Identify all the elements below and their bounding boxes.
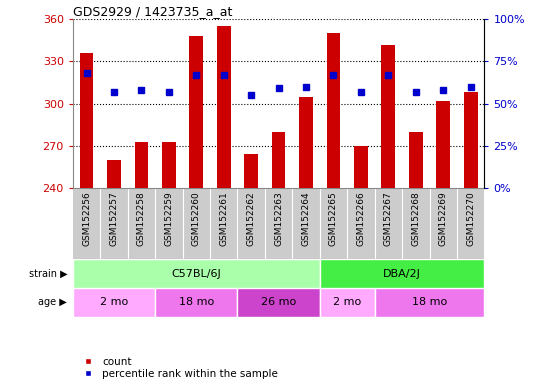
Bar: [354, 146, 368, 188]
Bar: [237, 288, 320, 317]
Text: GSM152269: GSM152269: [438, 192, 448, 247]
Bar: [73, 259, 320, 288]
Bar: [244, 154, 258, 188]
Bar: [464, 93, 478, 188]
Bar: [80, 53, 94, 188]
Text: 26 mo: 26 mo: [261, 297, 296, 308]
Text: GSM152261: GSM152261: [219, 192, 228, 247]
Text: GSM152258: GSM152258: [137, 192, 146, 247]
Text: GSM152263: GSM152263: [274, 192, 283, 247]
Bar: [320, 259, 484, 288]
Text: GSM152266: GSM152266: [356, 192, 366, 247]
Text: GSM152267: GSM152267: [384, 192, 393, 247]
Text: GSM152268: GSM152268: [411, 192, 421, 247]
Text: 2 mo: 2 mo: [100, 297, 128, 308]
Bar: [189, 36, 203, 188]
Text: GSM152259: GSM152259: [164, 192, 174, 247]
Bar: [381, 45, 395, 188]
Bar: [107, 160, 121, 188]
Bar: [375, 288, 484, 317]
Bar: [272, 132, 286, 188]
Text: C57BL/6J: C57BL/6J: [171, 268, 221, 279]
Text: age ▶: age ▶: [39, 297, 67, 308]
Text: GDS2929 / 1423735_a_at: GDS2929 / 1423735_a_at: [73, 5, 232, 18]
Text: GSM152256: GSM152256: [82, 192, 91, 247]
Text: strain ▶: strain ▶: [29, 268, 67, 279]
Text: DBA/2J: DBA/2J: [383, 268, 421, 279]
Text: 18 mo: 18 mo: [412, 297, 447, 308]
Bar: [320, 288, 375, 317]
Text: GSM152260: GSM152260: [192, 192, 201, 247]
Bar: [217, 26, 231, 188]
Text: GSM152264: GSM152264: [301, 192, 311, 247]
Bar: [299, 97, 313, 188]
Bar: [436, 101, 450, 188]
Text: GSM152257: GSM152257: [109, 192, 119, 247]
Text: GSM152270: GSM152270: [466, 192, 475, 247]
Bar: [73, 288, 155, 317]
Text: 2 mo: 2 mo: [333, 297, 361, 308]
Legend: count, percentile rank within the sample: count, percentile rank within the sample: [78, 357, 278, 379]
Bar: [155, 288, 237, 317]
Bar: [162, 142, 176, 188]
Bar: [326, 33, 340, 188]
Text: 18 mo: 18 mo: [179, 297, 214, 308]
Bar: [134, 142, 148, 188]
Text: GSM152262: GSM152262: [246, 192, 256, 247]
Bar: [409, 132, 423, 188]
Text: GSM152265: GSM152265: [329, 192, 338, 247]
